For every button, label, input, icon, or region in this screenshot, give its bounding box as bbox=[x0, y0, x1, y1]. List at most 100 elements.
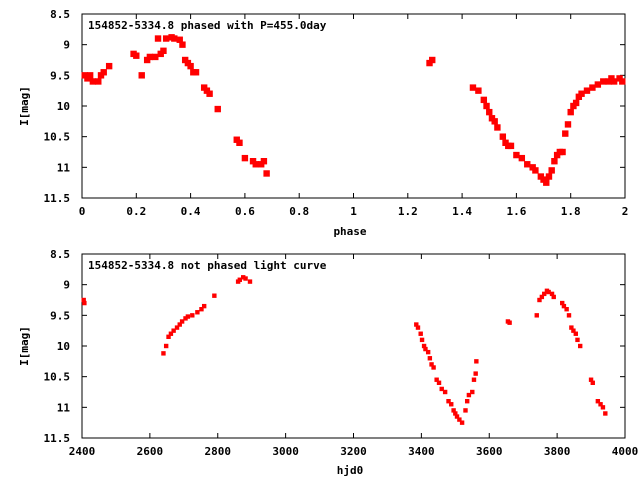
data-point bbox=[421, 343, 427, 349]
data-point bbox=[241, 154, 249, 162]
y-axis-title: I[mag] bbox=[18, 86, 31, 126]
data-point bbox=[548, 167, 555, 174]
data-point bbox=[185, 314, 191, 319]
data-point bbox=[174, 325, 180, 330]
data-point bbox=[610, 78, 618, 85]
data-point bbox=[469, 84, 477, 91]
y-tick-label: 9 bbox=[63, 279, 70, 292]
data-point bbox=[237, 277, 243, 282]
data-point bbox=[542, 291, 547, 297]
phased-light-curve-panel: 154852-5334.8 phased with P=455.0day pha… bbox=[18, 8, 628, 238]
data-point bbox=[168, 331, 174, 336]
data-point bbox=[572, 99, 580, 107]
data-point bbox=[543, 179, 550, 186]
data-point bbox=[559, 148, 566, 156]
data-point bbox=[471, 377, 477, 382]
data-point bbox=[603, 411, 608, 416]
data-point bbox=[419, 337, 425, 343]
data-point bbox=[236, 139, 243, 146]
data-point bbox=[152, 53, 159, 61]
data-point bbox=[434, 377, 439, 382]
data-point bbox=[463, 408, 468, 413]
data-point bbox=[247, 279, 253, 284]
data-point bbox=[470, 389, 475, 395]
x-tick-label: 1 bbox=[350, 205, 357, 218]
data-point bbox=[89, 78, 97, 85]
data-point bbox=[575, 337, 580, 343]
x-tick-label: 1.2 bbox=[398, 205, 418, 218]
data-point bbox=[105, 62, 113, 70]
data-point bbox=[594, 81, 602, 88]
data-point bbox=[595, 399, 601, 404]
x-tick-label: 3000 bbox=[272, 445, 299, 458]
data-point bbox=[589, 84, 596, 91]
x-tick-label: 0.2 bbox=[126, 205, 146, 218]
x-tick-label: 1.6 bbox=[506, 205, 526, 218]
data-point bbox=[442, 389, 448, 395]
data-point bbox=[414, 322, 419, 327]
data-point bbox=[183, 316, 188, 321]
data-point bbox=[177, 322, 182, 327]
data-point bbox=[566, 313, 572, 318]
data-point bbox=[578, 343, 583, 349]
axis-ticks: 0 0.2 0.4 0.6 0.8 1 1.2 1.4 1.6 1.8 2 8.5 9 9.5 10 10.5… bbox=[44, 8, 629, 218]
data-point bbox=[429, 362, 434, 367]
data-point bbox=[459, 420, 465, 425]
data-point bbox=[138, 72, 145, 79]
data-point bbox=[243, 276, 248, 281]
data-point bbox=[81, 297, 86, 303]
x-tick-label: 0 bbox=[79, 205, 86, 218]
x-tick-label: 2400 bbox=[69, 445, 96, 458]
data-point bbox=[619, 78, 626, 85]
data-point bbox=[439, 386, 444, 392]
data-point bbox=[199, 307, 204, 312]
data-point bbox=[600, 405, 606, 410]
data-point bbox=[171, 35, 178, 42]
data-point bbox=[179, 41, 186, 48]
data-point bbox=[546, 289, 551, 295]
data-point bbox=[507, 142, 515, 150]
data-point bbox=[95, 78, 102, 85]
data-point bbox=[573, 331, 578, 336]
data-point bbox=[545, 173, 553, 180]
data-point bbox=[192, 69, 200, 76]
x-tick-label: 2 bbox=[622, 205, 629, 218]
data-point bbox=[415, 325, 421, 330]
data-point bbox=[176, 36, 183, 43]
x-tick-label: 1.4 bbox=[452, 205, 472, 218]
data-point bbox=[561, 303, 567, 309]
data-point bbox=[549, 291, 555, 297]
data-point bbox=[166, 334, 171, 339]
data-point bbox=[560, 300, 565, 306]
data-point bbox=[160, 47, 167, 54]
data-point bbox=[551, 158, 558, 165]
plot-frame bbox=[81, 253, 626, 439]
data-point bbox=[507, 320, 512, 325]
data-point bbox=[212, 293, 217, 298]
data-point bbox=[201, 303, 207, 309]
data-point bbox=[534, 313, 539, 318]
unphased-light-curve-panel: 154852-5334.8 not phased light curve hjd… bbox=[18, 248, 638, 477]
data-point bbox=[133, 52, 140, 59]
data-point bbox=[578, 90, 585, 97]
y-tick-label: 11.5 bbox=[44, 192, 71, 205]
data-point bbox=[590, 380, 595, 385]
data-point bbox=[571, 328, 576, 333]
y-axis-title: I[mag] bbox=[18, 326, 31, 366]
x-tick-label: 3600 bbox=[476, 445, 503, 458]
data-point bbox=[453, 411, 458, 416]
data-point bbox=[427, 356, 433, 361]
data-points bbox=[81, 275, 608, 425]
data-point bbox=[524, 161, 531, 168]
data-point bbox=[429, 56, 436, 64]
data-point bbox=[518, 154, 526, 162]
data-point bbox=[583, 87, 591, 94]
x-tick-label: 0.8 bbox=[289, 205, 309, 218]
data-point bbox=[464, 399, 470, 404]
data-point bbox=[146, 53, 154, 61]
x-tick-label: 4000 bbox=[612, 445, 639, 458]
y-tick-label: 9 bbox=[63, 39, 70, 52]
x-tick-label: 0.6 bbox=[235, 205, 255, 218]
y-tick-label: 9.5 bbox=[50, 309, 70, 322]
